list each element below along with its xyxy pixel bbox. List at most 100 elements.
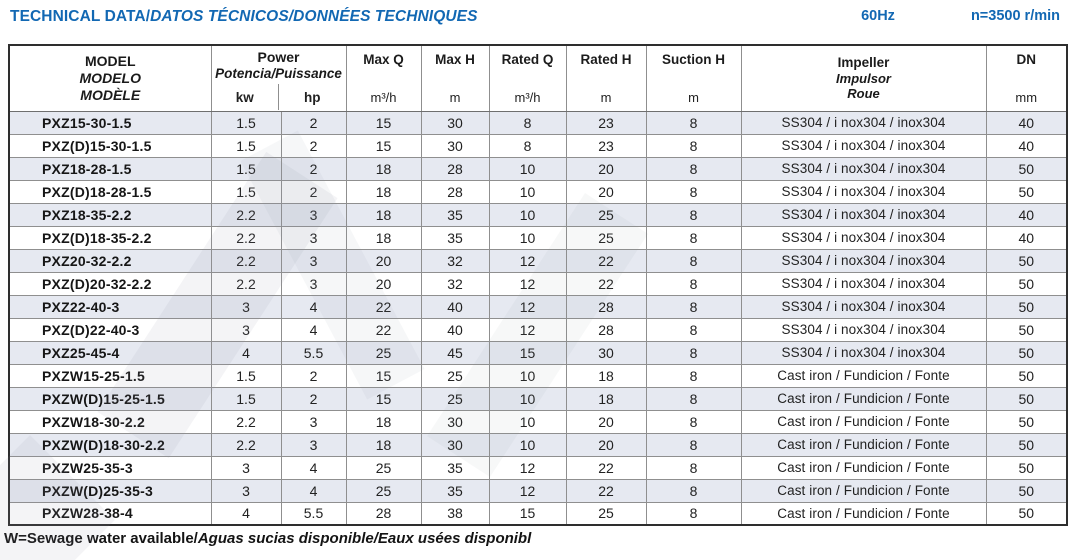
- impeller-cell: Cast iron / Fundicion / Fonte: [740, 386, 987, 411]
- suction-h-cell: 8: [645, 110, 742, 135]
- model-cell: PXZ15-30-1.5: [8, 110, 212, 135]
- kw-cell: 2.2: [210, 432, 282, 457]
- kw-cell: 1.5: [210, 179, 282, 204]
- dn-cell: 50: [985, 294, 1068, 319]
- kw-cell: 2.2: [210, 271, 282, 296]
- max-q-cell: 25: [345, 478, 422, 503]
- suction-h-cell: 8: [645, 409, 742, 434]
- max-q-cell: 18: [345, 179, 422, 204]
- max-q-cell: 25: [345, 340, 422, 365]
- impeller-cell: Cast iron / Fundicion / Fonte: [740, 432, 987, 457]
- dn-cell: 40: [985, 225, 1068, 250]
- suction-h-cell: 8: [645, 248, 742, 273]
- max-h-cell: 32: [420, 271, 490, 296]
- suction-h-cell: 8: [645, 271, 742, 296]
- hp-cell: 3: [280, 225, 347, 250]
- suction-h-cell: 8: [645, 478, 742, 503]
- hp-cell: 4: [280, 294, 347, 319]
- max-h-cell: 38: [420, 501, 490, 526]
- hp-cell: 2: [280, 133, 347, 158]
- rated-q-cell: 8: [488, 110, 567, 135]
- model-cell: PXZW(D)25-35-3: [8, 478, 212, 503]
- rated-h-cell: 22: [565, 478, 647, 503]
- max-q-cell: 18: [345, 409, 422, 434]
- table-row: PXZ(D)22-40-3 3 4 22 40 12 28 8 SS304 / i nox304…: [8, 317, 1068, 342]
- suction-h-cell: 8: [645, 317, 742, 342]
- rated-q-cell: 15: [488, 340, 567, 365]
- col-header-rated-h: Rated H m: [565, 44, 647, 112]
- kw-cell: 2.2: [210, 248, 282, 273]
- max-h-cell: 35: [420, 455, 490, 480]
- max-q-cell: 15: [345, 133, 422, 158]
- max-q-cell: 15: [345, 386, 422, 411]
- rated-h-cell: 28: [565, 294, 647, 319]
- table-row: PXZW(D)25-35-3 3 4 25 35 12 22 8 Cast iron / Fun…: [8, 478, 1068, 503]
- dn-cell: 50: [985, 179, 1068, 204]
- rated-h-cell: 20: [565, 156, 647, 181]
- kw-cell: 3: [210, 317, 282, 342]
- model-cell: PXZW25-35-3: [8, 455, 212, 480]
- max-h-cell: 30: [420, 133, 490, 158]
- rated-q-cell: 10: [488, 409, 567, 434]
- model-cell: PXZW15-25-1.5: [8, 363, 212, 388]
- speed-label: n=3500 r/min: [970, 8, 1060, 24]
- col-header-suction-h: Suction H m: [645, 44, 742, 112]
- rated-h-cell: 22: [565, 248, 647, 273]
- rated-q-cell: 10: [488, 202, 567, 227]
- model-cell: PXZ(D)18-35-2.2: [8, 225, 212, 250]
- hp-cell: 3: [280, 271, 347, 296]
- impeller-cell: SS304 / i nox304 / inox304: [740, 133, 987, 158]
- rated-h-cell: 25: [565, 501, 647, 526]
- rated-h-cell: 22: [565, 455, 647, 480]
- max-h-cell: 28: [420, 179, 490, 204]
- table-row: PXZ25-45-4 4 5.5 25 45 15 30 8 SS304 / i nox304 …: [8, 340, 1068, 365]
- rated-q-cell: 10: [488, 225, 567, 250]
- hp-cell: 3: [280, 202, 347, 227]
- rated-q-cell: 8: [488, 133, 567, 158]
- impeller-cell: SS304 / i nox304 / inox304: [740, 248, 987, 273]
- dn-cell: 50: [985, 248, 1068, 273]
- hp-cell: 4: [280, 455, 347, 480]
- impeller-cell: Cast iron / Fundicion / Fonte: [740, 455, 987, 480]
- hp-cell: 4: [280, 478, 347, 503]
- col-header-power: Power Potencia/Puissance kw hp: [210, 44, 347, 112]
- dn-cell: 50: [985, 271, 1068, 296]
- max-q-cell: 18: [345, 225, 422, 250]
- title-bar: TECHNICAL DATA/DATOS TÉCNICOS/DONNÉES TE…: [0, 0, 1074, 44]
- max-h-cell: 25: [420, 363, 490, 388]
- model-cell: PXZW18-30-2.2: [8, 409, 212, 434]
- impeller-cell: SS304 / i nox304 / inox304: [740, 156, 987, 181]
- footnote: W=Sewage water available/Aguas sucias di…: [4, 530, 532, 547]
- model-cell: PXZ(D)20-32-2.2: [8, 271, 212, 296]
- max-h-cell: 45: [420, 340, 490, 365]
- kw-cell: 1.5: [210, 133, 282, 158]
- dn-cell: 50: [985, 409, 1068, 434]
- max-h-cell: 35: [420, 202, 490, 227]
- table-row: PXZ18-28-1.5 1.5 2 18 28 10 20 8 SS304 / i nox30…: [8, 156, 1068, 181]
- dn-cell: 40: [985, 133, 1068, 158]
- rated-q-cell: 12: [488, 294, 567, 319]
- kw-cell: 1.5: [210, 110, 282, 135]
- table-row: PXZW28-38-4 4 5.5 28 38 15 25 8 Cast iron / Fund…: [8, 501, 1068, 526]
- table-row: PXZ20-32-2.2 2.2 3 20 32 12 22 8 SS304 / i nox30…: [8, 248, 1068, 273]
- table-row: PXZ15-30-1.5 1.5 2 15 30 8 23 8 SS304 / i nox304…: [8, 110, 1068, 135]
- suction-h-cell: 8: [645, 340, 742, 365]
- rated-h-cell: 25: [565, 225, 647, 250]
- table-row: PXZW15-25-1.5 1.5 2 15 25 10 18 8 Cast iron / Fu…: [8, 363, 1068, 388]
- rated-q-cell: 12: [488, 248, 567, 273]
- unit-kw: kw: [235, 89, 254, 105]
- hp-cell: 5.5: [280, 501, 347, 526]
- suction-h-cell: 8: [645, 156, 742, 181]
- max-q-cell: 22: [345, 294, 422, 319]
- table-row: PXZ22-40-3 3 4 22 40 12 28 8 SS304 / i nox304 / …: [8, 294, 1068, 319]
- hp-cell: 2: [280, 156, 347, 181]
- frequency-label: 60Hz: [861, 8, 895, 24]
- max-q-cell: 20: [345, 248, 422, 273]
- max-h-cell: 40: [420, 294, 490, 319]
- suction-h-cell: 8: [645, 202, 742, 227]
- max-q-cell: 18: [345, 202, 422, 227]
- table-row: PXZ18-35-2.2 2.2 3 18 35 10 25 8 SS304 / i nox30…: [8, 202, 1068, 227]
- model-cell: PXZW28-38-4: [8, 501, 212, 526]
- impeller-cell: SS304 / i nox304 / inox304: [740, 110, 987, 135]
- rated-h-cell: 28: [565, 317, 647, 342]
